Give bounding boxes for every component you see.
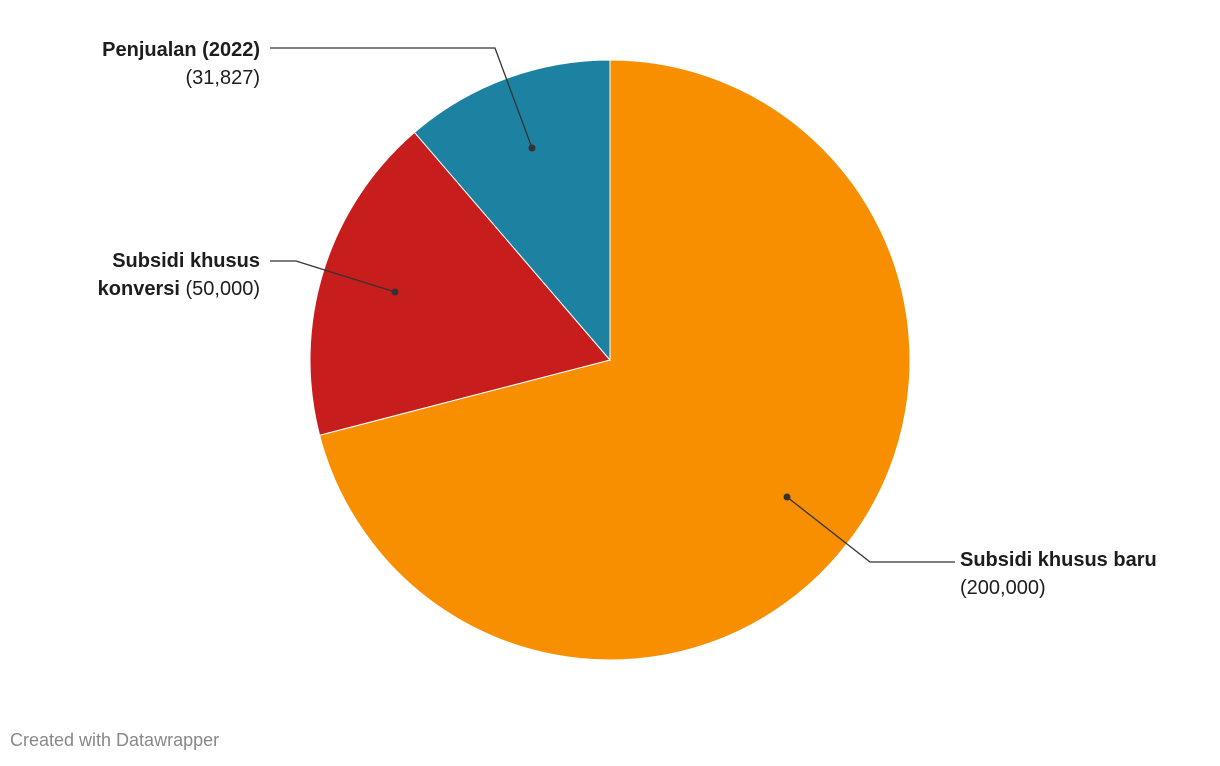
value-label: (50,000) [185,278,261,300]
category-label: Subsidi khusus baru [960,549,1157,571]
leader-line [270,260,396,293]
category-label: Subsidi khusus konversi [97,250,260,300]
footer: Created with Datawrapper [10,730,220,750]
slice-label: Subsidi khusus konversi (50,000) [70,247,260,303]
slice-label: Penjualan (2022) (31,827) [70,36,260,92]
leader-line [270,47,533,149]
leader-dot [528,144,536,152]
leader-dot [391,288,399,296]
value-label: (31,827) [185,67,261,89]
leader-dot [783,493,791,501]
slice-label: Subsidi khusus baru (200,000) [960,546,1185,602]
category-label: Penjualan (2022) [102,39,260,61]
value-label: (200,000) [960,577,1046,599]
leader-line [786,496,955,563]
